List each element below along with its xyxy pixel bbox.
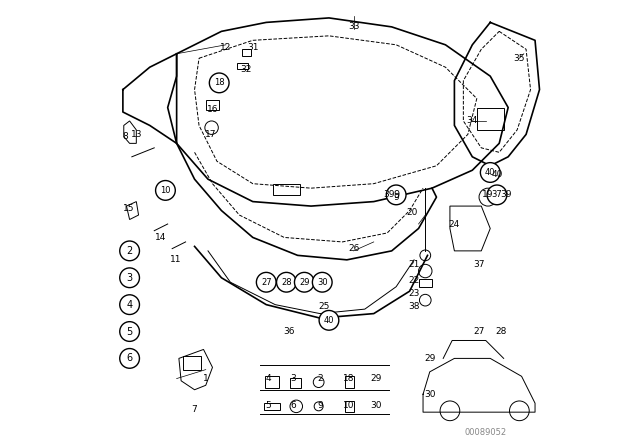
Circle shape: [209, 73, 229, 93]
Text: 27: 27: [261, 278, 271, 287]
Circle shape: [294, 272, 314, 292]
Text: 16: 16: [207, 105, 218, 114]
Text: 29: 29: [424, 354, 435, 363]
Text: 28: 28: [281, 278, 292, 287]
Text: 29: 29: [371, 374, 381, 383]
Text: 27: 27: [474, 327, 484, 336]
Text: 4: 4: [127, 300, 132, 310]
Text: 24: 24: [449, 220, 460, 228]
Text: 18: 18: [214, 78, 225, 87]
Bar: [273, 184, 300, 195]
Text: 13: 13: [131, 130, 142, 139]
Bar: [264, 403, 280, 410]
Circle shape: [156, 181, 175, 200]
Text: 35: 35: [514, 54, 525, 63]
Text: 40: 40: [324, 316, 334, 325]
Text: 9: 9: [393, 190, 399, 200]
Bar: [289, 378, 301, 388]
Text: 31: 31: [247, 43, 259, 52]
Bar: [345, 376, 354, 388]
Circle shape: [120, 241, 140, 261]
Text: 8: 8: [122, 132, 128, 141]
Text: 1: 1: [203, 374, 209, 383]
Circle shape: [387, 185, 406, 205]
Text: 10: 10: [344, 401, 355, 410]
Text: 4: 4: [266, 374, 271, 383]
Circle shape: [487, 185, 507, 205]
Bar: [242, 49, 251, 56]
Text: 39: 39: [500, 190, 511, 199]
Text: 28: 28: [496, 327, 507, 336]
Text: 40: 40: [485, 168, 495, 177]
Circle shape: [319, 310, 339, 330]
Circle shape: [120, 349, 140, 368]
Circle shape: [120, 295, 140, 314]
Text: 23: 23: [408, 289, 420, 298]
Text: 34: 34: [467, 116, 478, 125]
Text: 14: 14: [156, 233, 166, 242]
Text: 6: 6: [127, 353, 132, 363]
Text: 9: 9: [317, 401, 323, 410]
Text: 3: 3: [291, 374, 296, 383]
Text: 2: 2: [317, 374, 323, 383]
Circle shape: [276, 272, 296, 292]
Bar: [266, 376, 279, 388]
Text: 19: 19: [483, 190, 493, 199]
Text: 5: 5: [127, 327, 132, 336]
Circle shape: [257, 272, 276, 292]
Text: 22: 22: [408, 276, 420, 284]
Text: 21: 21: [408, 260, 420, 269]
Text: 18: 18: [344, 374, 355, 383]
Text: 30: 30: [424, 390, 435, 399]
Bar: [345, 401, 355, 412]
Text: 3: 3: [127, 273, 132, 283]
Text: 33: 33: [348, 22, 359, 31]
Text: 6: 6: [291, 401, 296, 410]
Text: 36: 36: [283, 327, 294, 336]
Text: 26: 26: [348, 244, 359, 253]
Text: 30: 30: [317, 278, 328, 287]
Text: 5: 5: [266, 401, 271, 410]
Text: 11: 11: [170, 255, 182, 264]
Bar: [419, 279, 432, 287]
Text: 15: 15: [122, 204, 134, 213]
Text: 2: 2: [127, 246, 132, 256]
Bar: [237, 63, 248, 69]
Text: 30: 30: [371, 401, 381, 410]
Circle shape: [120, 322, 140, 341]
Text: 17: 17: [205, 130, 216, 139]
Circle shape: [312, 272, 332, 292]
Bar: [477, 108, 504, 130]
Text: 38: 38: [408, 302, 420, 311]
Text: 25: 25: [319, 302, 330, 311]
Bar: [206, 100, 219, 110]
Text: 9: 9: [394, 193, 399, 202]
Text: 20: 20: [406, 208, 417, 217]
Text: 37: 37: [474, 260, 484, 269]
Text: 12: 12: [220, 43, 232, 52]
Text: 40: 40: [492, 170, 502, 179]
Text: 7: 7: [192, 405, 197, 414]
Text: 32: 32: [241, 65, 252, 74]
Text: 10: 10: [160, 186, 171, 195]
Text: 29: 29: [299, 278, 310, 287]
Text: 39: 39: [384, 190, 395, 199]
Circle shape: [481, 163, 500, 182]
Text: 37: 37: [492, 190, 502, 199]
Text: 00089052: 00089052: [465, 428, 507, 437]
Circle shape: [120, 268, 140, 288]
Bar: [184, 356, 202, 370]
